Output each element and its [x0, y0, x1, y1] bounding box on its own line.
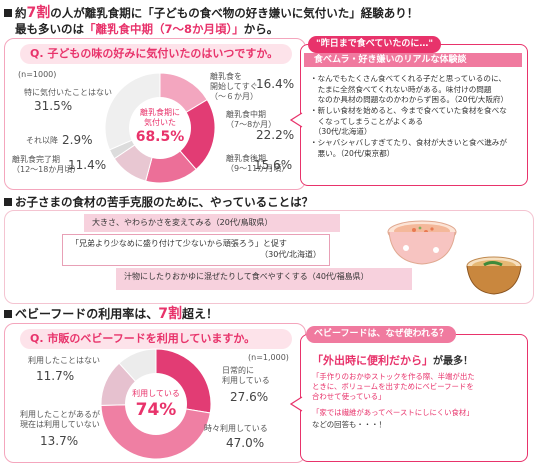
sec2-quote-2-box: 「兄弟より少なめに盛り付けて少ないから頑張ろう」と促す （30代/北海道）: [62, 234, 330, 266]
q2-label-never: 利用したことはない: [28, 356, 100, 365]
speech-pointer-icon: [290, 112, 303, 128]
q2-label-used-before: 利用したことがあるが 現在は利用していない: [20, 410, 100, 429]
sec2-quote-1: 大きさ、やわらかさを変えてみる（20代/鳥取県）: [84, 214, 340, 232]
highlight-number: 7割: [26, 5, 51, 21]
sec2-quote-2: 「兄弟より少なめに盛り付けて少ないから頑張ろう」と促す: [71, 239, 287, 248]
q1-value-late: 15.6%: [254, 158, 293, 172]
q2-donut-chart: [100, 348, 212, 460]
q1-label-none: 特に気付いたことはない: [24, 88, 112, 97]
q2-sample-size: (n=1,000): [248, 353, 289, 362]
q1-value-complete: 11.4%: [68, 158, 107, 172]
sec2-quote-3: 汁物にしたりおかゆに混ぜたりして食べやすくする（40代/福島県）: [116, 268, 412, 290]
q1-label-mid: 離乳食中期 （7〜8か月）: [226, 110, 277, 129]
voices1-item-2: ・新しい食材を始めると、今まで食べていた食材を食べな くなってしまうことがよくあ…: [310, 106, 507, 136]
q1-value-mid: 22.2%: [256, 128, 295, 142]
voices2-title: ベビーフードは、なぜ使われる？: [306, 326, 457, 343]
voices2-quote-2: 「家では繊維があってペーストにしにくい食材」: [312, 408, 474, 417]
q1-center-label: 離乳食期に 気付いた: [140, 108, 180, 127]
voices1-box: [300, 44, 528, 186]
q2-value-daily: 27.6%: [230, 390, 269, 404]
q1-question-bar: Q. 子どもの味の好みに気付いたのはいつですか。: [20, 44, 292, 64]
voices2-headline: 「外出時に便利だから」が最多！: [312, 354, 473, 367]
rice-porridge-bowl-icon: [387, 220, 457, 265]
q2-label-sometimes: 時々利用している: [204, 424, 268, 433]
q1-value-start: 16.4%: [256, 77, 295, 91]
soup-bowl-icon: [466, 256, 522, 295]
q2-value-used-before: 13.7%: [40, 434, 79, 448]
sec2-title: お子さまの食材の苦手克服のために、やっていることは？: [4, 195, 313, 209]
q2-value-sometimes: 47.0%: [226, 436, 265, 450]
q2-label-daily: 日常的に 利用している: [222, 366, 270, 385]
q2-center-label: 利用している: [132, 389, 180, 398]
q1-label-complete: 離乳食完了期 （12〜18か月頃）: [12, 155, 81, 174]
q1-label-start: 離乳食を 開始してすぐ （〜６か月）: [210, 72, 258, 101]
q1-donut-chart: [104, 72, 216, 184]
q1-value-after: 2.9%: [62, 133, 93, 147]
voices1-item-3: ・シャバシャバしすぎてたり、食材が大きいと食べ進みが 悪い。（20代/東京都）: [310, 138, 507, 158]
highlight-phrase: 「離乳食中期（7〜8か月頃）」: [84, 22, 244, 36]
q2-center-value: 74%: [135, 400, 177, 420]
voices1-subtitle: 食べムラ・好き嫌いのリアルな体験談: [314, 55, 467, 65]
q1-value-none: 31.5%: [34, 99, 73, 113]
voices1-title: "昨日まで食べていたのに…": [308, 36, 442, 53]
voices1-item-1: ・なんでもたくさん食べてくれる子だと思っているのに、 たまに全然食べてくれない時…: [310, 74, 509, 104]
sec2-quote-2-attr: （30代/北海道）: [260, 250, 321, 259]
bullet-square: [4, 9, 12, 17]
top-headline-1: 約7割の人が離乳食期に「子どもの食べ物の好き嫌いに気付いた」経験あり！: [4, 6, 418, 20]
bullet-square: [4, 310, 12, 318]
sec3-title: ベビーフードの利用率は、7割超え！: [4, 307, 218, 321]
q2-question-bar: Q. 市販のベビーフードを利用していますか。: [20, 329, 292, 349]
bullet-square: [4, 198, 12, 206]
top-headline-2: 最も多いのは「離乳食中期（7〜8か月頃）」から。: [15, 22, 279, 36]
q2-value-never: 11.7%: [36, 369, 75, 383]
q1-center-value: 68.5%: [135, 129, 185, 145]
voices1-subtitle-bar: [304, 53, 522, 67]
voices2-box: [300, 334, 528, 462]
q1-label-late: 離乳食後期 （9〜11か月頃）: [226, 154, 290, 173]
voices2-footer: などの回答も・・・！: [312, 420, 386, 429]
q1-sample-size: (n=1000): [18, 70, 57, 79]
speech-pointer-icon: [290, 396, 303, 412]
voices2-quote-1: 「手作りのおかゆストックを作る際、半端が出た ときに、ボリュームを出すためにベビ…: [312, 372, 475, 401]
q1-label-after: それ以降: [26, 136, 58, 145]
